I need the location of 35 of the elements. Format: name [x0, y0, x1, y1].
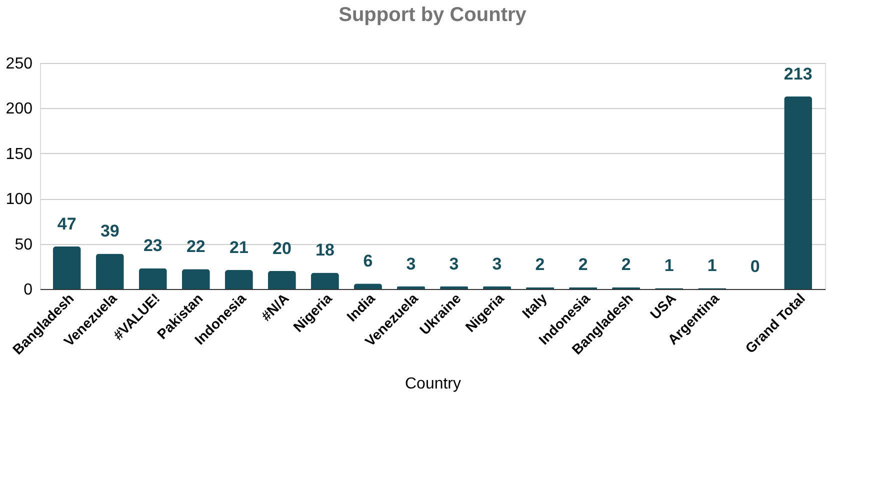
data-label: 0 [750, 257, 760, 276]
data-label: 23 [143, 236, 162, 256]
data-label: 22 [186, 237, 206, 256]
bar [268, 270, 296, 289]
data-label: 47 [57, 214, 76, 234]
data-label: 20 [272, 238, 292, 258]
data-label: 1 [664, 256, 674, 276]
bar [138, 268, 167, 289]
data-label: 39 [100, 222, 120, 241]
y-tick-label: 150 [6, 146, 33, 163]
data-label: 18 [316, 240, 334, 260]
bar [310, 272, 339, 289]
data-label: 2 [578, 255, 588, 274]
y-tick-label: 0 [24, 282, 33, 298]
data-label: 3 [492, 254, 502, 274]
x-axis-title: Country [404, 376, 462, 393]
bar [52, 246, 81, 289]
bar [224, 270, 253, 289]
data-label: 3 [406, 254, 416, 274]
bar [483, 286, 511, 289]
y-tick-label: 250 [6, 56, 33, 72]
data-label: 2 [621, 255, 631, 274]
data-label: 6 [363, 252, 373, 271]
bar [96, 254, 124, 289]
data-label: 1 [707, 256, 717, 276]
y-tick-label: 200 [6, 100, 33, 118]
data-label: 2 [535, 255, 545, 274]
y-tick-label: 50 [14, 236, 33, 254]
chart-title: Support by Country [338, 4, 528, 26]
y-tick-label: 100 [6, 191, 33, 208]
data-label: 213 [784, 64, 812, 84]
bar [784, 96, 812, 289]
bar [182, 269, 210, 289]
data-label: 3 [449, 254, 459, 274]
data-label: 21 [229, 238, 248, 258]
